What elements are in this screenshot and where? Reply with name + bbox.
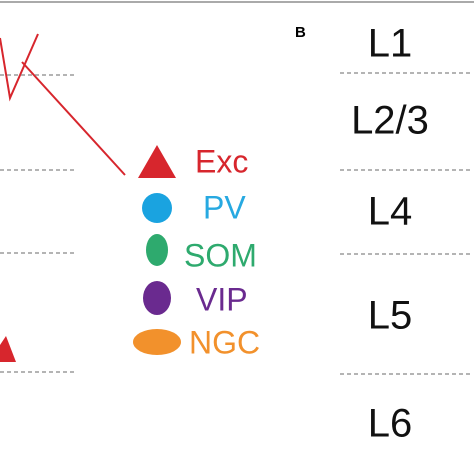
legend-label: NGC	[189, 324, 260, 360]
layer-label: L2/3	[351, 99, 429, 143]
legend-label: Exc	[195, 143, 248, 179]
ngc-symbol	[133, 329, 181, 355]
legend: Exc PV SOM VIP NGC	[133, 143, 260, 360]
legend-label: SOM	[184, 237, 257, 273]
vip-symbol	[143, 281, 171, 315]
exc-cell	[0, 336, 16, 362]
pv-symbol	[142, 193, 172, 223]
layer-label: L4	[368, 190, 413, 234]
exc-symbol	[138, 145, 176, 178]
som-symbol	[146, 234, 168, 266]
legend-label: PV	[203, 189, 246, 225]
panel-label: B	[295, 24, 306, 41]
layer-label: L5	[368, 294, 413, 338]
layer-label: L1	[368, 22, 413, 66]
layers: L1 L2/3 L4 L5 L6	[340, 22, 472, 446]
left-panel	[0, 33, 126, 373]
dendrite	[0, 33, 39, 102]
layer-label: L6	[368, 402, 413, 446]
dendrite	[21, 61, 126, 176]
legend-label: VIP	[196, 281, 248, 317]
